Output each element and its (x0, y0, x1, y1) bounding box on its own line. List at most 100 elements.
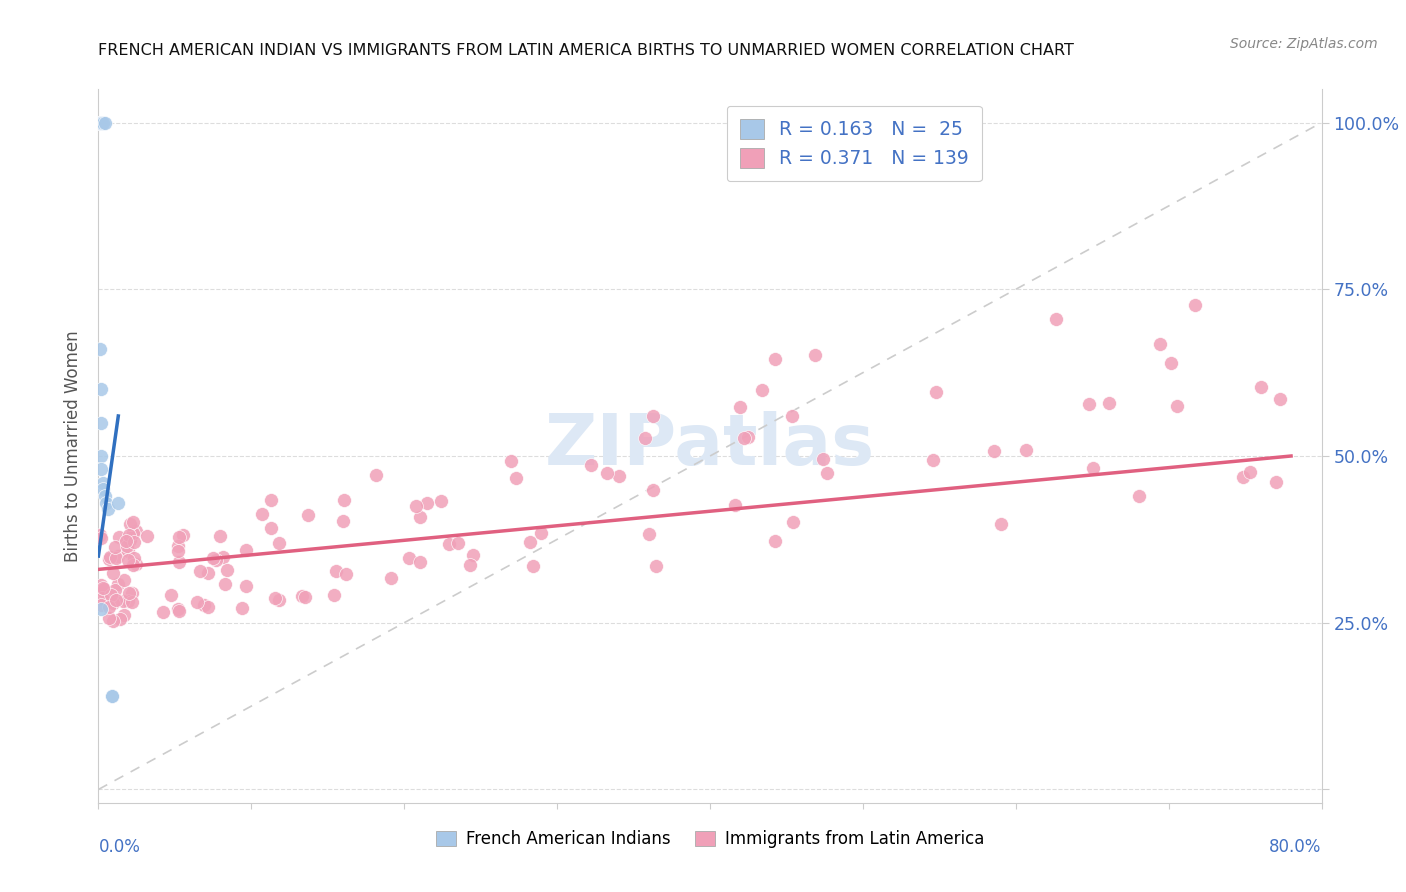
Point (409, 510, 432, 524)
Point (235, 579, 257, 593)
Point (111, 594, 134, 608)
Point (325, 564, 347, 578)
Point (763, 351, 786, 366)
Point (152, 605, 174, 619)
Point (89, 115, 111, 129)
Point (90, 598, 112, 612)
Point (107, 577, 129, 591)
Point (91, 115, 114, 129)
Point (118, 517, 141, 532)
Point (763, 534, 786, 549)
Point (89, 528, 111, 542)
Point (364, 467, 387, 482)
Point (250, 507, 273, 521)
Point (607, 468, 630, 483)
Point (90, 416, 112, 430)
Point (160, 588, 183, 602)
Point (118, 533, 141, 547)
Point (122, 551, 145, 566)
Point (209, 529, 232, 543)
Point (103, 582, 125, 597)
Text: 80.0%: 80.0% (1270, 838, 1322, 856)
Point (93, 582, 115, 596)
Point (112, 574, 135, 588)
Point (93, 584, 115, 599)
Point (638, 526, 661, 541)
Point (100, 549, 122, 564)
Point (101, 614, 124, 628)
Point (733, 431, 755, 445)
Point (107, 549, 129, 563)
Point (104, 540, 127, 554)
Point (811, 451, 834, 466)
Point (644, 559, 666, 574)
Point (122, 535, 145, 549)
Point (416, 495, 439, 509)
Point (90, 577, 112, 591)
Point (101, 566, 124, 581)
Point (121, 595, 143, 609)
Point (104, 593, 127, 607)
Point (90, 462, 112, 476)
Point (217, 563, 239, 577)
Point (101, 689, 124, 703)
Point (405, 499, 427, 513)
Point (1166, 399, 1188, 413)
Point (117, 553, 139, 567)
Point (724, 498, 747, 512)
Point (97, 502, 120, 516)
Point (117, 528, 139, 542)
Point (90, 115, 112, 129)
Point (97, 599, 120, 614)
Point (643, 409, 665, 423)
Point (983, 444, 1005, 458)
Point (408, 555, 430, 569)
Point (398, 550, 420, 565)
Point (90, 115, 112, 129)
Point (93, 115, 115, 129)
Point (167, 544, 190, 558)
Point (634, 431, 657, 445)
Point (93, 489, 115, 503)
Point (380, 571, 402, 585)
Point (1184, 298, 1206, 312)
Point (815, 466, 838, 480)
Point (90, 602, 112, 616)
Point (501, 454, 523, 468)
Point (108, 530, 131, 544)
Point (90, 449, 112, 463)
Point (90, 531, 112, 545)
Point (461, 548, 484, 562)
Point (89, 115, 111, 129)
Point (1081, 460, 1104, 475)
Point (1160, 356, 1182, 370)
Point (505, 471, 527, 485)
Point (197, 566, 219, 580)
Point (90, 382, 112, 396)
Point (167, 539, 190, 553)
Point (335, 567, 357, 582)
Point (1268, 392, 1291, 406)
Point (437, 537, 460, 551)
Point (100, 588, 122, 602)
Point (112, 608, 135, 623)
Point (751, 383, 773, 397)
Point (235, 542, 257, 557)
Point (1128, 489, 1150, 503)
Legend: R = 0.163   N =  25, R = 0.371   N = 139: R = 0.163 N = 25, R = 0.371 N = 139 (727, 106, 981, 181)
Point (91, 475, 114, 490)
Point (122, 558, 145, 572)
Point (267, 535, 290, 549)
Point (1098, 396, 1121, 410)
Point (643, 483, 665, 498)
Point (89, 115, 111, 129)
Point (323, 587, 346, 601)
Point (90, 115, 112, 129)
Point (167, 604, 190, 618)
Point (193, 598, 215, 612)
Point (1078, 397, 1101, 411)
Point (1015, 442, 1038, 457)
Point (172, 528, 194, 542)
Text: FRENCH AMERICAN INDIAN VS IMMIGRANTS FROM LATIN AMERICA BIRTHS TO UNMARRIED WOME: FRENCH AMERICAN INDIAN VS IMMIGRANTS FRO… (98, 43, 1074, 58)
Point (267, 592, 290, 607)
